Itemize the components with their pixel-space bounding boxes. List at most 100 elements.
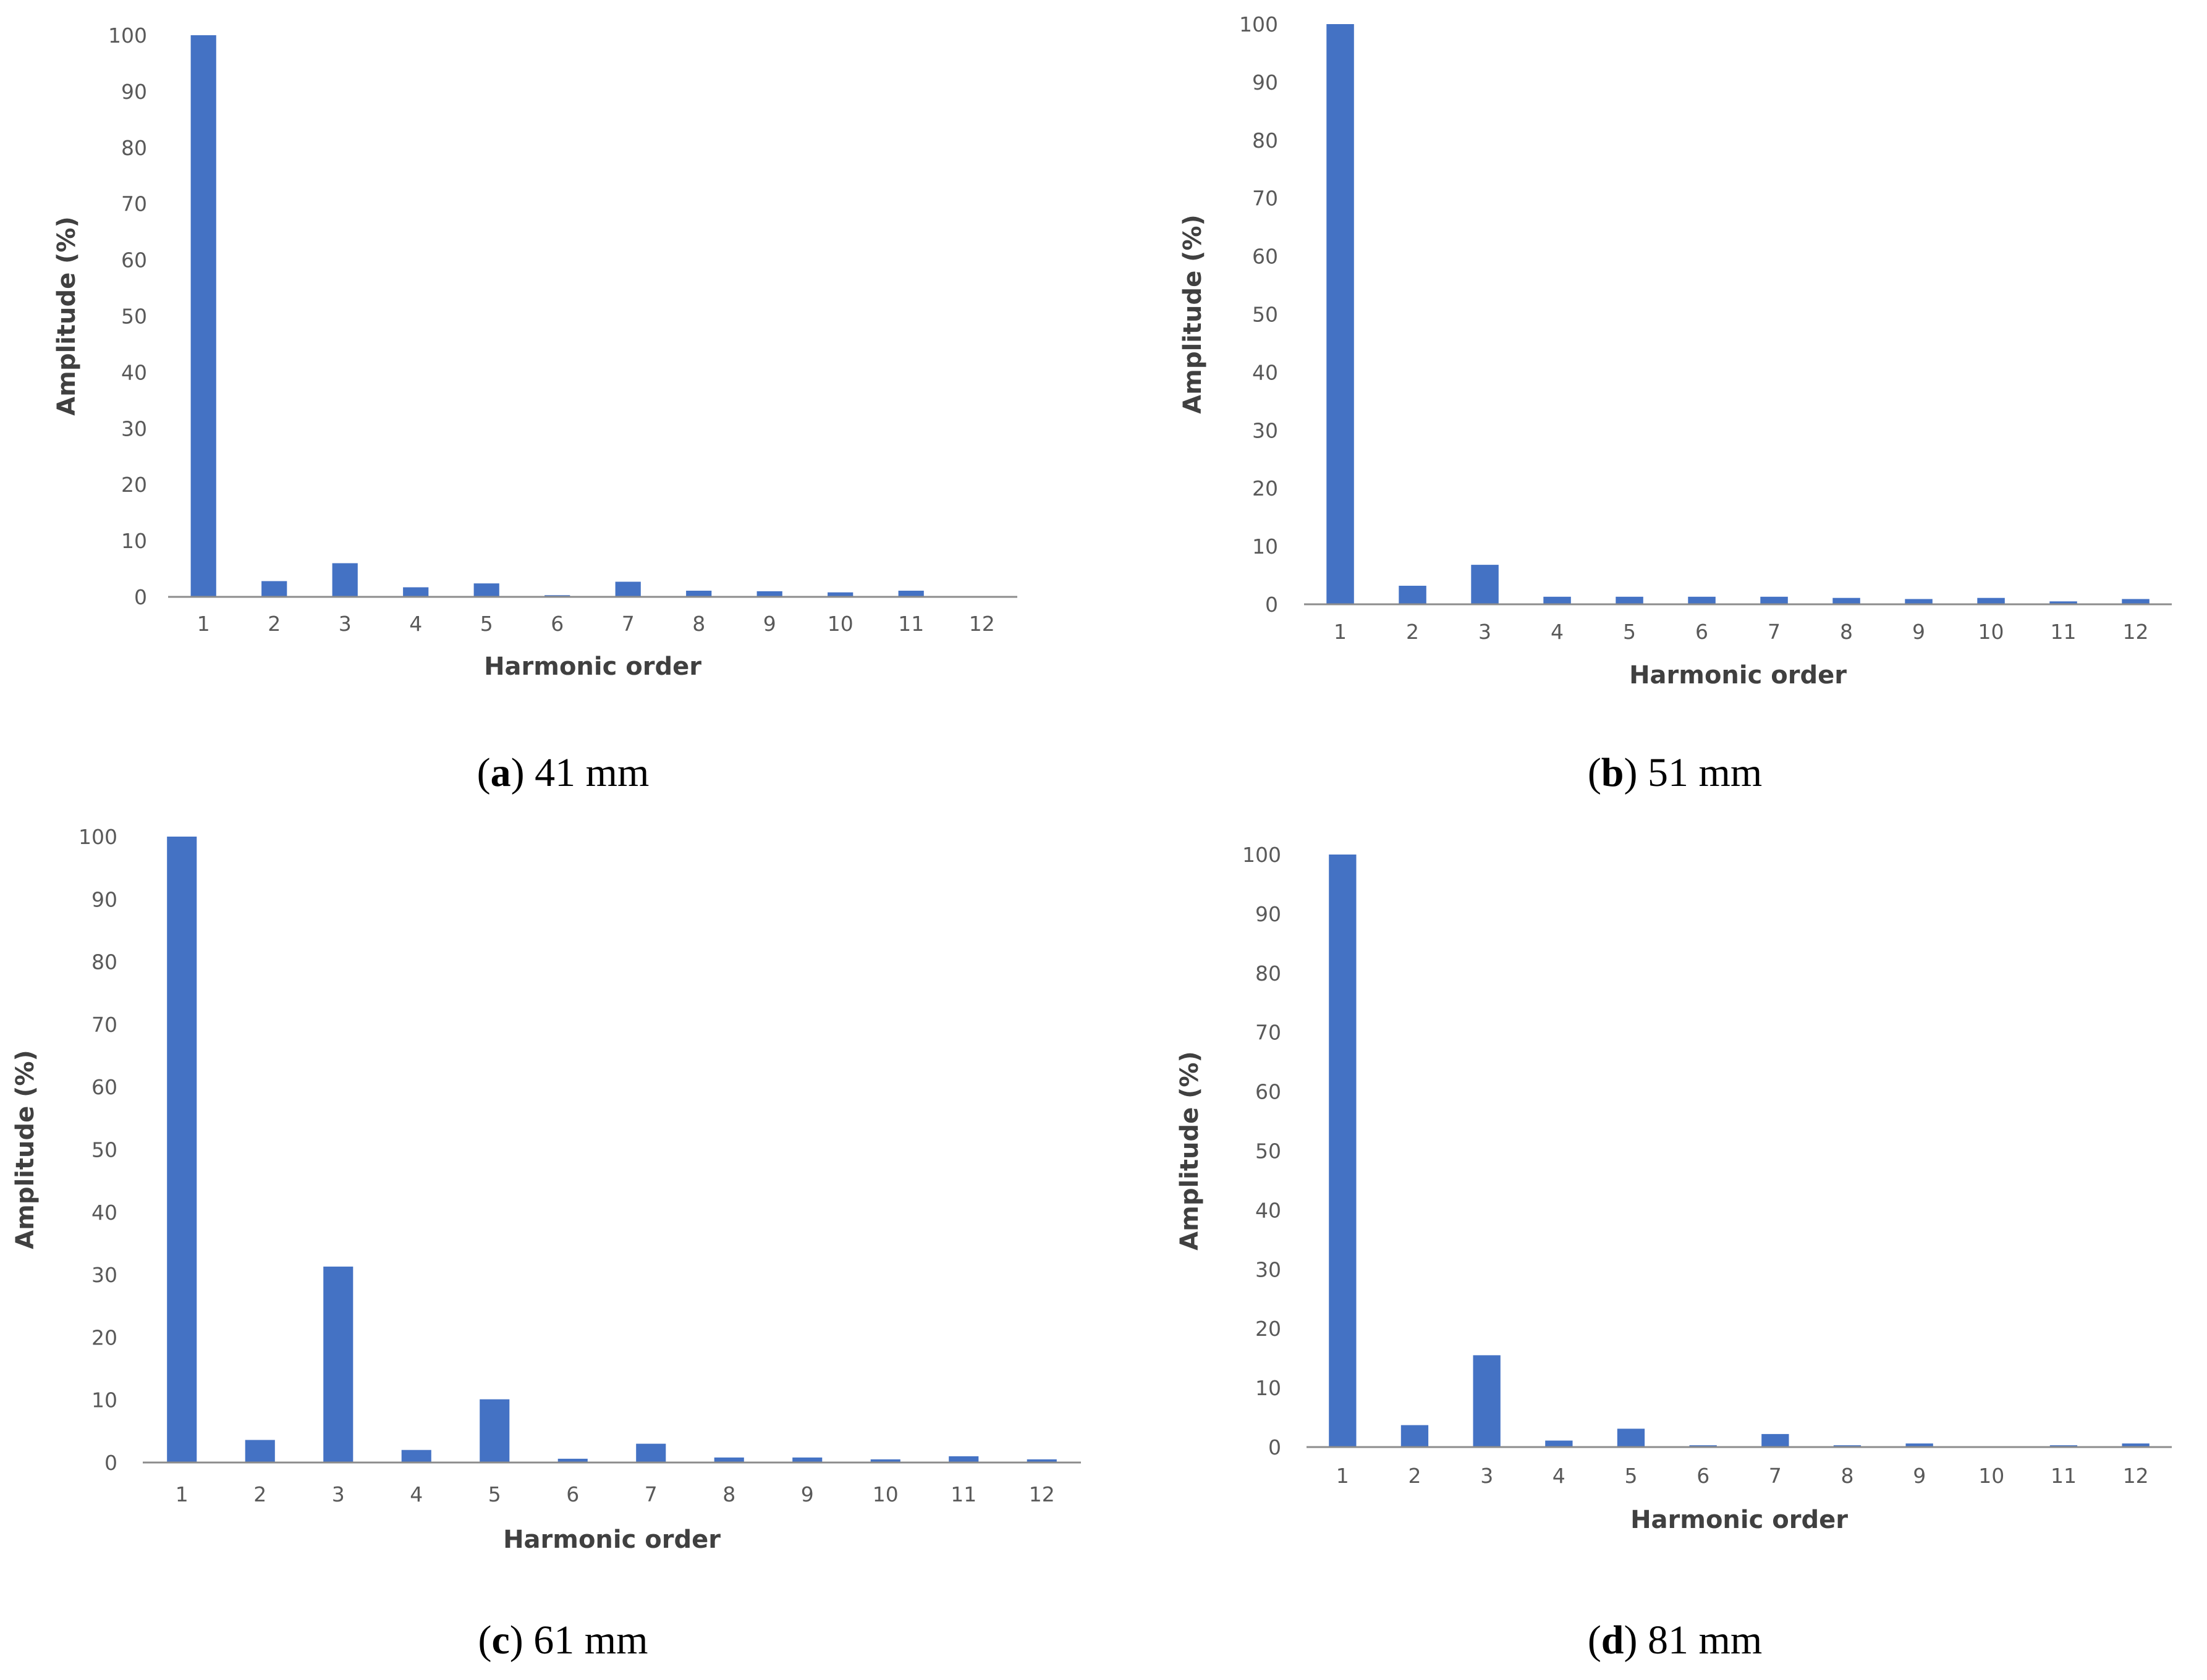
- caption-b: (b) 51 mm: [1588, 750, 1762, 795]
- bar-5: [480, 1399, 510, 1463]
- y-tick-label: 60: [1255, 1080, 1281, 1104]
- x-tick-label: 4: [1551, 620, 1564, 644]
- x-tick-label: 12: [1029, 1482, 1055, 1506]
- x-axis-title: Harmonic order: [503, 1526, 721, 1554]
- x-tick-label: 8: [692, 612, 705, 636]
- x-tick-label: 3: [339, 612, 352, 636]
- bar-6: [1688, 596, 1716, 604]
- y-tick-label: 20: [1252, 476, 1278, 500]
- x-tick-label: 5: [1625, 1464, 1638, 1488]
- x-tick-label: 4: [409, 612, 422, 636]
- bars-group: [167, 837, 1057, 1463]
- x-tick-label: 2: [268, 612, 281, 636]
- caption-letter: c: [492, 1618, 510, 1663]
- bar-11: [949, 1456, 979, 1463]
- y-tick-label: 50: [1255, 1139, 1281, 1163]
- x-tick-label: 5: [1623, 620, 1636, 644]
- bar-10: [870, 1459, 900, 1463]
- x-tick-labels: 1 2 3 4 5 6 7 8 9 10 11 12: [176, 1482, 1055, 1506]
- x-tick-label: 12: [2123, 1464, 2149, 1488]
- x-tick-label: 1: [197, 612, 210, 636]
- bar-7: [615, 581, 641, 597]
- y-tick-label: 10: [121, 529, 147, 553]
- bar-1: [167, 837, 197, 1463]
- y-tick-label: 50: [121, 305, 147, 329]
- y-tick-label: 30: [1252, 418, 1278, 442]
- x-tick-label: 10: [1978, 620, 2004, 644]
- caption-d: (d) 81 mm: [1588, 1618, 1762, 1663]
- bar-3: [332, 563, 358, 597]
- x-tick-label: 10: [873, 1482, 899, 1506]
- bar-6: [557, 1458, 588, 1463]
- bar-3: [1471, 565, 1499, 604]
- y-tick-label: 10: [1252, 534, 1278, 559]
- bar-9: [756, 591, 782, 597]
- x-tick-label: 2: [253, 1482, 266, 1506]
- caption-text: 81 mm: [1648, 1618, 1762, 1663]
- y-tick-label: 50: [1252, 303, 1278, 327]
- y-tick-label: 0: [134, 585, 147, 609]
- bar-11: [2049, 601, 2077, 604]
- y-tick-label: 30: [91, 1263, 117, 1287]
- y-tick-label: 100: [78, 825, 117, 849]
- bar-2: [1400, 1425, 1429, 1447]
- bar-11: [898, 591, 924, 597]
- y-tick-label: 40: [1255, 1198, 1281, 1222]
- x-tick-label: 1: [176, 1482, 189, 1506]
- y-tick-label: 70: [1252, 187, 1278, 211]
- x-tick-label: 11: [951, 1482, 976, 1506]
- x-tick-label: 2: [1408, 1464, 1421, 1488]
- bar-1: [190, 35, 216, 597]
- x-tick-label: 3: [1478, 620, 1491, 644]
- bars-group: [1329, 855, 2150, 1447]
- bar-4: [403, 587, 429, 597]
- bar-5: [473, 583, 499, 597]
- y-tick-label: 80: [91, 950, 117, 974]
- x-tick-label: 5: [480, 612, 493, 636]
- bar-4: [1543, 596, 1571, 604]
- bar-4: [401, 1450, 431, 1463]
- x-tick-label: 6: [1695, 620, 1708, 644]
- y-tick-label: 70: [121, 192, 147, 216]
- y-tick-labels: 0 10 20 30 40 50 60 70 80 90 100: [1242, 843, 1281, 1459]
- bars-group: [190, 35, 924, 597]
- x-tick-label: 7: [1768, 620, 1781, 644]
- y-tick-label: 70: [1255, 1021, 1281, 1045]
- bar-7: [1760, 596, 1788, 604]
- caption-letter: a: [491, 750, 511, 795]
- bar-7: [1761, 1433, 1789, 1447]
- y-tick-labels: 0 10 20 30 40 50 60 70 80 90 100: [108, 23, 147, 609]
- y-axis-title: Amplitude (%): [1176, 1051, 1204, 1251]
- x-axis-title: Harmonic order: [1630, 1506, 1848, 1534]
- y-tick-label: 40: [91, 1201, 117, 1225]
- bar-8: [1832, 597, 1860, 604]
- x-tick-label: 8: [1840, 620, 1853, 644]
- y-tick-label: 60: [91, 1075, 117, 1099]
- y-axis-title: Amplitude (%): [53, 216, 81, 416]
- x-tick-label: 10: [1978, 1464, 2004, 1488]
- y-tick-label: 0: [1265, 593, 1278, 617]
- x-axis-title: Harmonic order: [1629, 661, 1847, 690]
- y-tick-label: 90: [1255, 902, 1281, 926]
- bar-10: [828, 592, 854, 597]
- bar-3: [1473, 1355, 1501, 1447]
- y-tick-labels: 0 10 20 30 40 50 60 70 80 90 100: [1239, 12, 1278, 617]
- y-tick-label: 20: [91, 1325, 117, 1349]
- x-tick-label: 4: [410, 1482, 423, 1506]
- x-tick-label: 1: [1334, 620, 1347, 644]
- caption-text: 41 mm: [535, 750, 649, 795]
- caption-c: (c) 61 mm: [478, 1618, 648, 1663]
- y-tick-label: 90: [1252, 70, 1278, 95]
- x-tick-label: 10: [828, 612, 854, 636]
- y-tick-label: 80: [1255, 961, 1281, 986]
- y-tick-label: 80: [121, 136, 147, 160]
- bar-9: [1905, 599, 1933, 604]
- caption-letter: d: [1601, 1618, 1624, 1663]
- x-tick-label: 4: [1553, 1464, 1565, 1488]
- bar-9: [1905, 1443, 1933, 1447]
- x-tick-label: 7: [645, 1482, 658, 1506]
